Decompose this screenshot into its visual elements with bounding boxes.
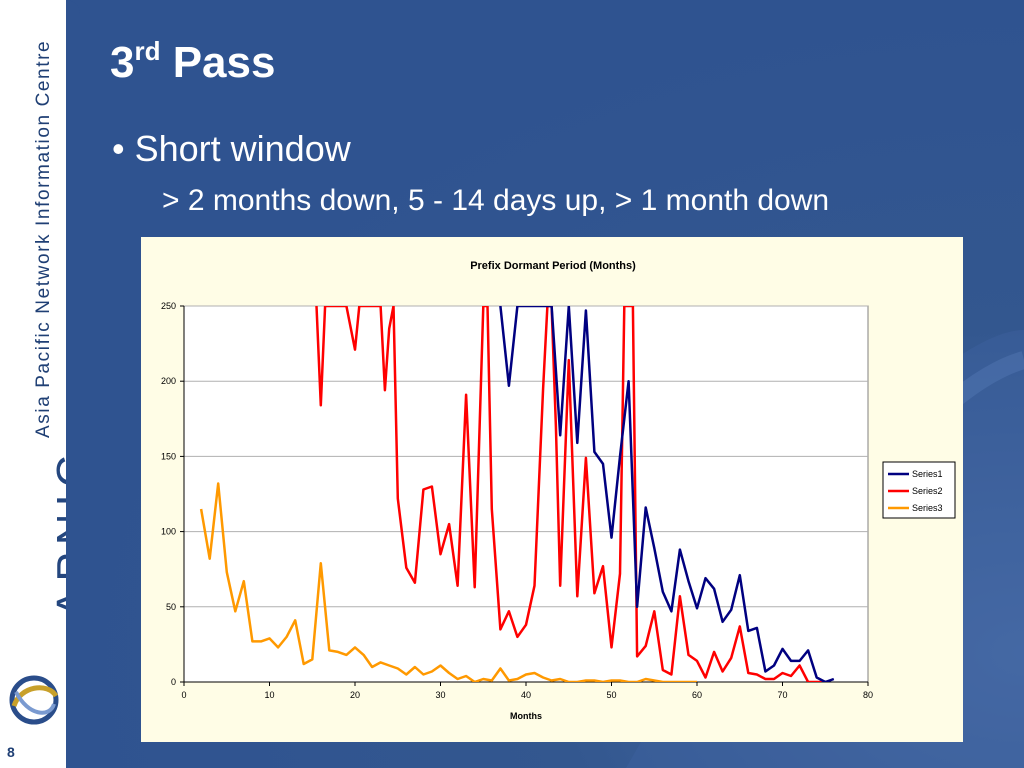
legend-label: Series2 xyxy=(912,486,943,496)
sub-bullet-text: > 2 months down, 5 - 14 days up, > 1 mon… xyxy=(162,184,830,217)
bullet-text: Short window xyxy=(134,128,351,169)
x-axis-label: Months xyxy=(510,711,542,721)
legend-label: Series1 xyxy=(912,469,943,479)
slide-title: 3rd Pass xyxy=(110,36,276,88)
title-superscript: rd xyxy=(134,36,161,66)
y-tick-label: 250 xyxy=(161,301,176,311)
x-tick-label: 50 xyxy=(606,690,616,700)
page-number: 8 xyxy=(7,744,15,760)
y-tick-label: 200 xyxy=(161,376,176,386)
org-name-container: Asia Pacific Network Information Centre xyxy=(0,30,54,440)
x-tick-label: 70 xyxy=(777,690,787,700)
x-tick-label: 30 xyxy=(435,690,445,700)
title-number: 3 xyxy=(110,38,135,87)
bullet-item: • Short window xyxy=(112,128,351,169)
title-text: Pass xyxy=(160,38,276,87)
y-tick-label: 50 xyxy=(166,602,176,612)
x-tick-label: 80 xyxy=(863,690,873,700)
x-tick-label: 40 xyxy=(521,690,531,700)
y-tick-label: 100 xyxy=(161,527,176,537)
legend-label: Series3 xyxy=(912,503,943,513)
y-tick-label: 0 xyxy=(171,677,176,687)
sidebar: Asia Pacific Network Information Centre … xyxy=(0,0,97,768)
top-corner-round xyxy=(66,0,80,14)
series-line-series2 xyxy=(315,306,826,682)
chart-container: 0 50 100 150 200 250 0 10 20 30 40 50 60 70 80 Prefix D… xyxy=(141,237,963,742)
x-tick-label: 10 xyxy=(264,690,274,700)
x-tick-label: 0 xyxy=(181,690,186,700)
series-line-series1 xyxy=(499,306,835,682)
series-line-series3 xyxy=(199,482,697,682)
x-tick-label: 60 xyxy=(692,690,702,700)
y-tick-label: 150 xyxy=(161,451,176,461)
apnic-logo-icon xyxy=(9,675,59,725)
mid-corner-round xyxy=(66,466,80,488)
corner-curve xyxy=(11,0,55,20)
org-name: Asia Pacific Network Information Centre xyxy=(33,39,54,438)
chart-title: Prefix Dormant Period (Months) xyxy=(470,260,636,272)
x-tick-label: 20 xyxy=(350,690,360,700)
chart-svg: 0 50 100 150 200 250 0 10 20 30 40 50 60 70 80 Prefix D… xyxy=(161,260,956,721)
